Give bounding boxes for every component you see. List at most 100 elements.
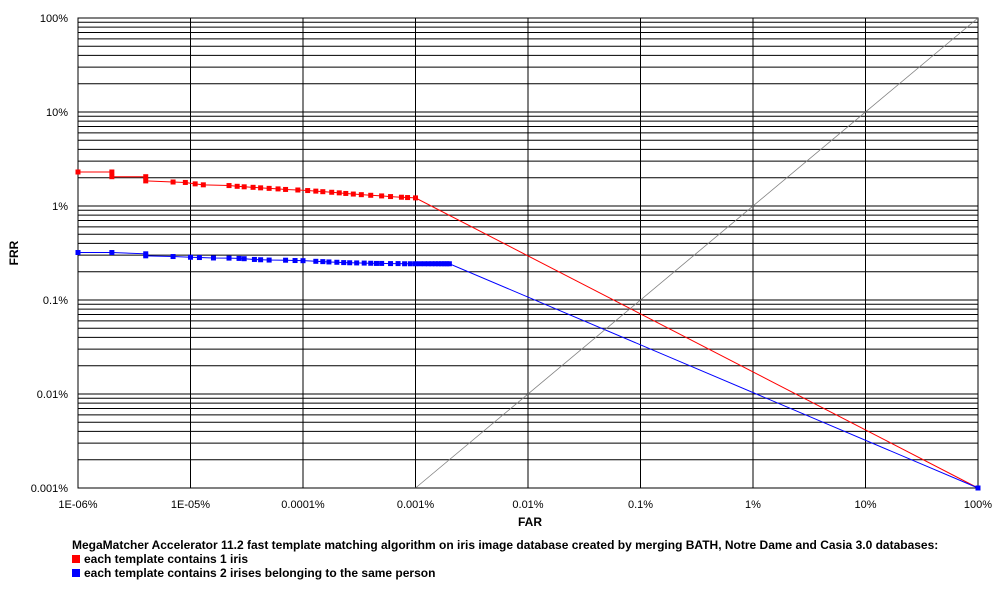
x-tick-label: 1E-06% — [58, 499, 97, 511]
series-1-point — [313, 188, 319, 194]
series-2-point — [435, 261, 441, 267]
series-markers — [75, 169, 981, 491]
series-1-point — [336, 190, 342, 196]
series-2-point — [283, 257, 289, 263]
series-1-point — [398, 194, 404, 200]
series-1-point — [329, 189, 335, 195]
series-2-point — [438, 261, 444, 267]
series-2-point — [188, 254, 193, 260]
series-1-point — [320, 189, 326, 195]
series-2-point — [388, 261, 394, 267]
series-2-point — [258, 257, 264, 263]
series-2-point — [975, 485, 981, 491]
legend-label: each template contains 2 irises belongin… — [84, 566, 436, 580]
legend-swatch-blue — [72, 569, 80, 577]
x-tick-label: 10% — [854, 499, 876, 511]
series-1-point — [295, 187, 301, 193]
series-1-point — [275, 186, 281, 192]
y-tick-label: 100% — [40, 13, 68, 25]
series-1-point — [170, 179, 176, 185]
series-2-point — [417, 261, 423, 267]
series-2-point — [432, 261, 438, 267]
y-tick-label: 0.1% — [43, 295, 68, 307]
series-1-point — [405, 195, 411, 201]
series-2-point — [143, 253, 149, 259]
series-2-point — [347, 260, 353, 266]
series-2-point — [313, 258, 319, 264]
series-1-point — [368, 192, 374, 198]
series-1-point — [226, 183, 232, 189]
series-2-point — [109, 250, 115, 256]
series-2-point — [446, 261, 452, 267]
series-1-point — [109, 174, 115, 180]
x-tick-label: 0.001% — [397, 499, 435, 511]
series-2-point — [300, 258, 306, 264]
series-2-point — [444, 261, 450, 267]
series-1-point — [388, 194, 394, 200]
legend-item-1-iris: each template contains 1 iris — [72, 552, 997, 566]
series-2-point — [402, 261, 408, 267]
legend-swatch-red — [72, 555, 80, 563]
series-2-point — [379, 260, 385, 266]
series-1-point — [250, 184, 256, 190]
series-2-point — [236, 255, 242, 261]
series-1-point — [143, 178, 149, 184]
series-1-point — [75, 169, 81, 175]
y-tick-label: 1% — [52, 201, 68, 213]
series-2-point — [292, 258, 298, 264]
series-2-point — [320, 259, 326, 265]
x-tick-label: 1E-05% — [171, 499, 210, 511]
y-tick-label: 10% — [46, 107, 68, 119]
grid-lines — [77, 17, 979, 489]
series-2-point — [407, 261, 413, 267]
series-1-point — [379, 193, 385, 199]
y-tick-labels: 0.001% 0.01% 0.1% 1% 10% 100% — [31, 13, 69, 495]
series-2-point — [361, 260, 367, 266]
x-tick-label: 0.0001% — [281, 499, 325, 511]
chart-caption: MegaMatcher Accelerator 11.2 fast templa… — [72, 538, 997, 580]
series-2-point — [373, 260, 379, 266]
series-1-point — [266, 185, 272, 191]
series-2-point — [241, 256, 247, 262]
x-tick-label: 100% — [964, 499, 992, 511]
series-1-point — [234, 183, 240, 189]
series-2-point — [368, 260, 374, 266]
x-tick-label: 0.01% — [512, 499, 543, 511]
series-1-point — [192, 181, 198, 187]
caption-title: MegaMatcher Accelerator 11.2 fast templa… — [72, 538, 939, 552]
legend-item-2-irises: each template contains 2 irises belongin… — [72, 566, 997, 580]
series-1-point — [143, 174, 149, 180]
x-tick-labels: 1E-06% 1E-05% 0.0001% 0.001% 0.01% 0.1% 1% 10% 1… — [58, 499, 992, 511]
x-tick-label: 0.1% — [628, 499, 653, 511]
series-1-point — [305, 188, 311, 194]
series-2-point — [395, 261, 401, 267]
series-2-point — [341, 260, 347, 266]
series-2-point — [196, 255, 202, 261]
equal-error-diagonal-line — [415, 17, 979, 489]
series-2-point — [354, 260, 360, 266]
series-1-point — [343, 190, 349, 196]
series-2-point — [334, 259, 340, 265]
series-1-point — [258, 185, 264, 191]
series-2-point — [75, 250, 81, 256]
x-axis-title: FAR — [518, 515, 542, 529]
series-1-point — [109, 169, 115, 175]
legend-label: each template contains 1 iris — [84, 552, 249, 566]
series-2-point — [251, 256, 257, 262]
series-2-point — [226, 255, 232, 261]
series-1-point — [241, 184, 247, 190]
series-2-point — [429, 261, 435, 267]
series-2-point — [425, 261, 431, 267]
series-1-point — [200, 182, 206, 188]
series-2-point — [326, 259, 332, 265]
y-tick-label: 0.001% — [31, 483, 69, 495]
series-1-point — [350, 191, 356, 197]
series-2-point — [413, 261, 418, 267]
series-1-point — [283, 186, 289, 192]
series-2-point — [210, 255, 216, 261]
series-2-point — [441, 261, 447, 267]
series-1-point — [413, 195, 418, 201]
series-1-point — [358, 192, 364, 198]
x-tick-label: 1% — [745, 499, 761, 511]
